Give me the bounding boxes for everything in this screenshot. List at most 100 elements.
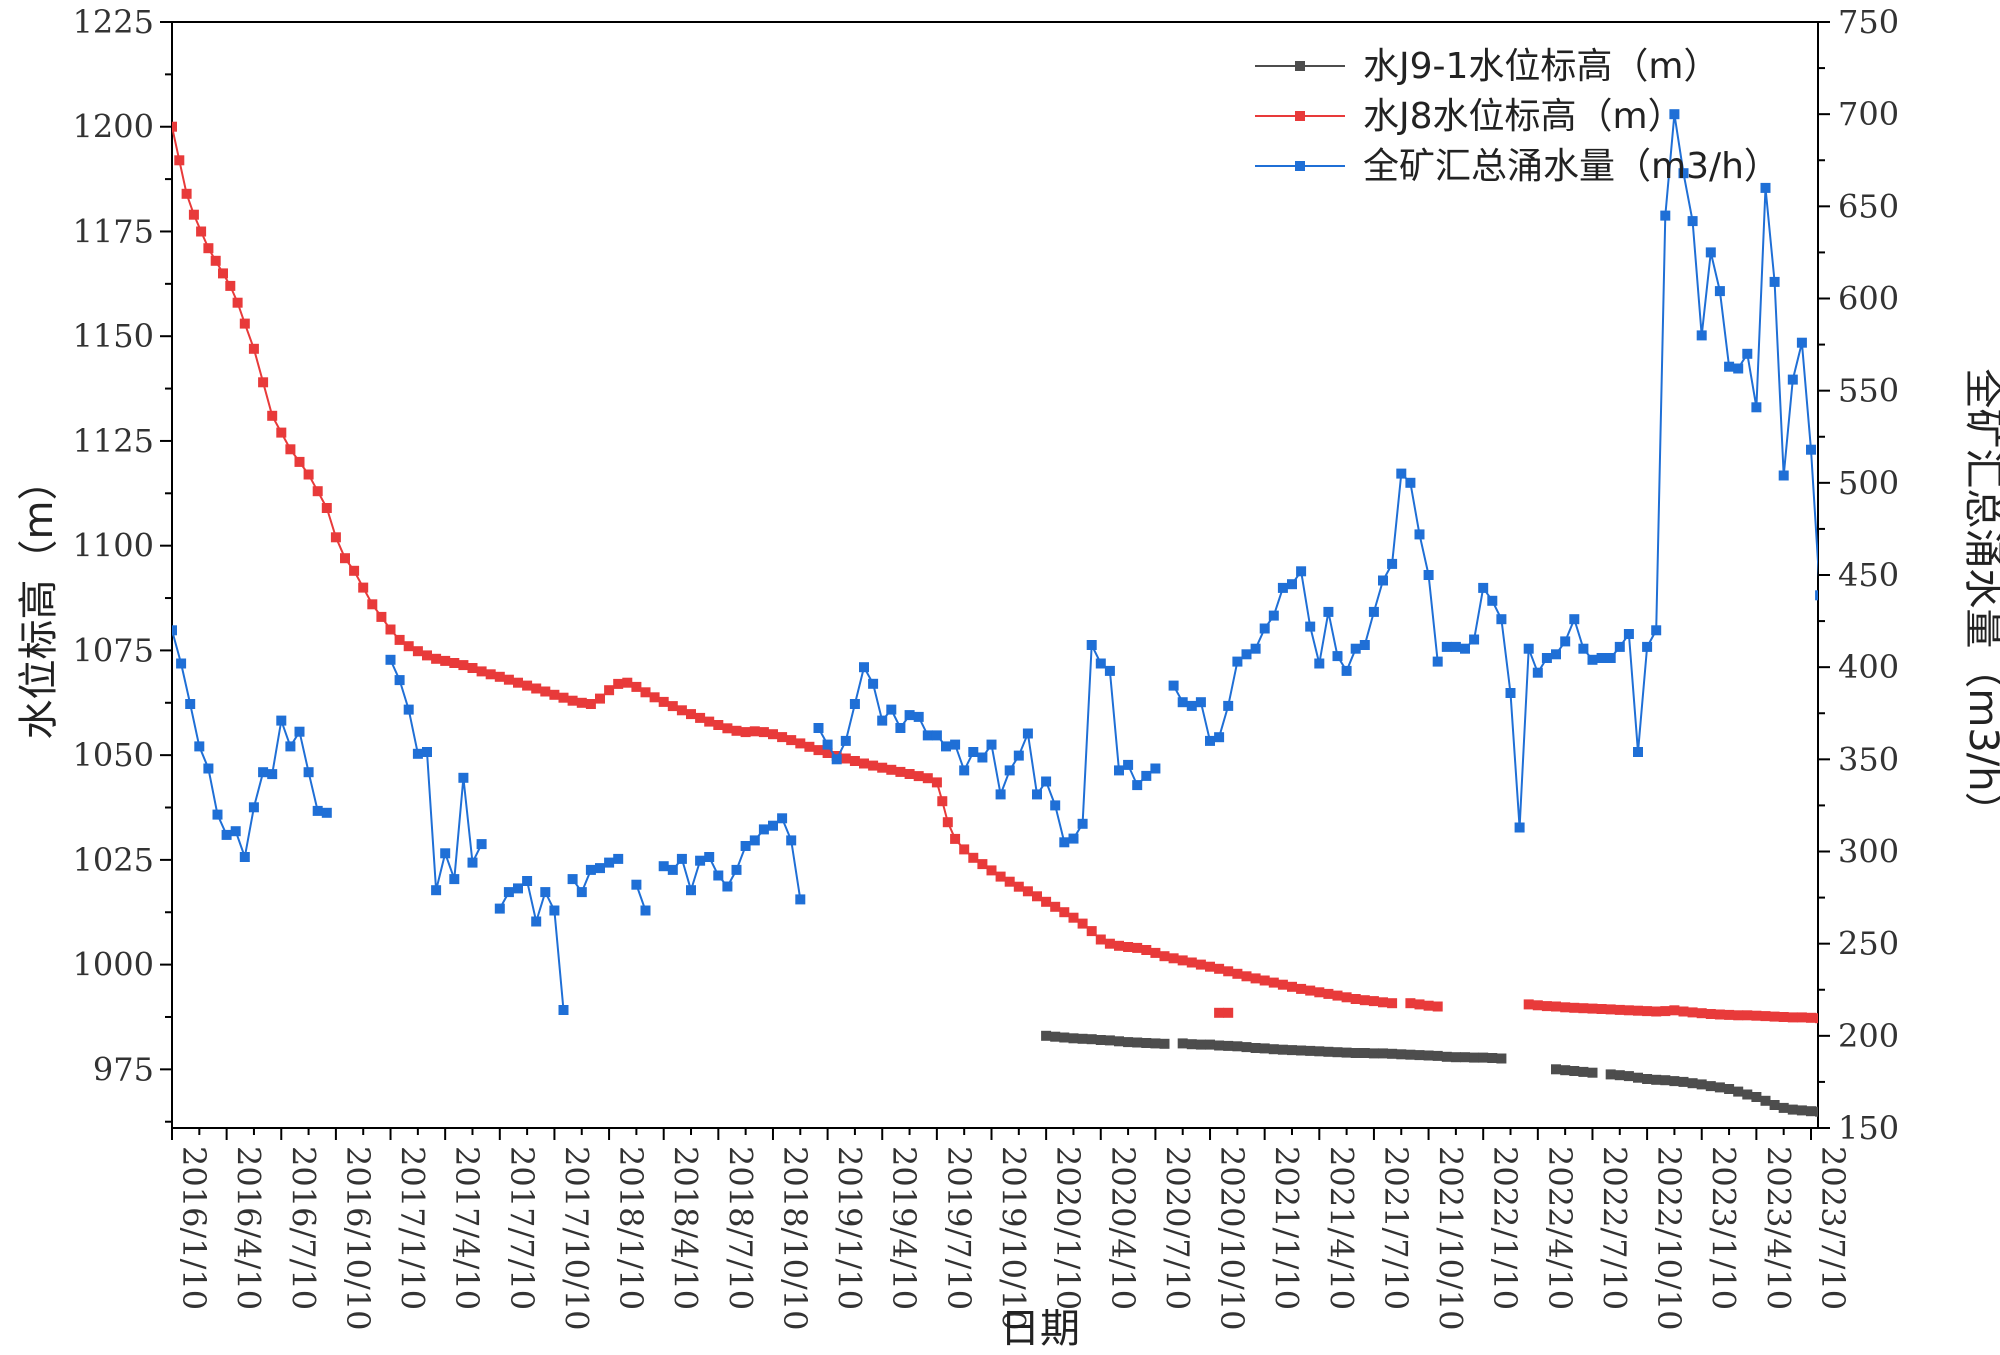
series-1-point [1250,1043,1261,1053]
series-3-point [212,809,223,820]
series-2-point [294,456,305,467]
series-3-point [239,852,250,862]
series-2-point [1988,1020,1998,1030]
series-3-point [1642,641,1653,652]
series-1-point [1815,1106,1818,1117]
series-2-point [1751,1010,1762,1021]
series-2-point [840,753,851,764]
series-3-point [385,654,396,665]
series-3-point [1077,818,1088,829]
series-2-point [196,226,207,237]
series-3-point [321,807,332,818]
series-2-point [1623,1005,1634,1016]
series-3-point [1250,643,1261,654]
series-1-point [1796,1105,1807,1116]
series-2-point [1068,912,1079,923]
series-1-point [1806,1106,1816,1117]
series-2-point [1423,1000,1434,1011]
series-2-point [358,582,369,593]
series-2-point [667,701,678,712]
y-right-tick-label: 500 [1838,464,1899,502]
series-3-point [777,813,788,824]
series-3-point [585,864,596,875]
y-left-tick-label: 1025 [73,841,154,879]
x-tick-label: 2022/10/10 [1650,1146,1688,1330]
series-2-point [1022,886,1033,897]
series-2-point [1168,953,1179,964]
series-2-point [1596,1004,1607,1014]
series-1-point [1769,1100,1780,1110]
series-1-point [1296,1045,1307,1056]
series-3-point [1414,529,1425,540]
series-3-point [1487,595,1498,606]
series-2-point [1123,942,1134,952]
series-3-point [1924,688,1934,698]
series-2-point [676,705,687,716]
series-1-point [1114,1036,1124,1047]
series-2-point [1551,1001,1561,1012]
series-2-point [321,503,332,513]
series-3-point [1186,700,1197,711]
series-3-point [394,675,405,686]
series-1-point [1041,1030,1052,1041]
series-3-point [950,739,961,750]
series-2-point [859,758,869,769]
series-2-point [210,255,221,266]
series-2-point [1341,992,1352,1003]
series-3-point [1205,735,1215,746]
series-2-point [604,685,615,696]
series-3-point [458,772,469,783]
series-3-point [503,887,514,898]
y-left-tick-label: 1225 [73,3,154,41]
series-2-point [658,696,669,707]
series-2-point [649,692,660,703]
series-1-point [1195,1039,1206,1050]
series-1-point [1432,1050,1443,1061]
series-2-point [285,444,296,455]
series-2-point [786,735,797,746]
series-3-point [1934,688,1944,698]
series-2-point [181,188,192,199]
axes-layer: 1225 1200 1175 1150 1125 1100 1075 1050 1025 1000… [73,3,1900,1330]
series-3-point [631,879,642,890]
series-2-point [449,658,460,668]
series-2-point [1013,881,1024,892]
series-3-point [1432,656,1443,667]
series-1-point [1068,1033,1079,1044]
series-3-point [758,824,769,835]
series-3-point [722,881,733,892]
series-3-point [1441,641,1452,652]
plot-frame [171,21,1819,1129]
series-2-point [813,745,824,756]
series-1-point [1159,1038,1170,1049]
series-3-point [1778,470,1789,481]
series-2-point [1041,896,1052,907]
series-2-point [367,599,378,610]
series-3-point [558,1005,569,1015]
series-2-point [1323,988,1334,999]
x-tick-label: 2016/7/10 [284,1146,322,1310]
series-3-point [1396,468,1407,479]
series-2-point [1368,996,1379,1007]
series-2-point [431,653,442,664]
series-1-point [1824,1107,1834,1117]
y-left-tick-label: 1000 [73,946,154,984]
series-1-point [1560,1065,1571,1076]
series-3-point [1141,770,1152,781]
y-right-tick-label: 600 [1838,280,1899,318]
series-3-point [1232,656,1243,667]
x-tick-label: 2018/1/10 [612,1146,650,1310]
series-3-point [531,916,542,927]
series-1-point [1705,1081,1716,1092]
series-2-point [1970,1019,1980,1029]
series-2-point [1223,1007,1234,1018]
series-2-point [1077,918,1088,929]
series-3-point [1815,590,1818,601]
series-1-point [1569,1066,1580,1076]
series-3-point [1086,640,1097,650]
y-right-tick-label: 400 [1838,648,1899,686]
series-2-point [595,693,605,704]
x-tick-label: 2023/4/10 [1759,1146,1797,1310]
series-3-point [1651,625,1662,636]
series-1-point [1614,1070,1625,1081]
